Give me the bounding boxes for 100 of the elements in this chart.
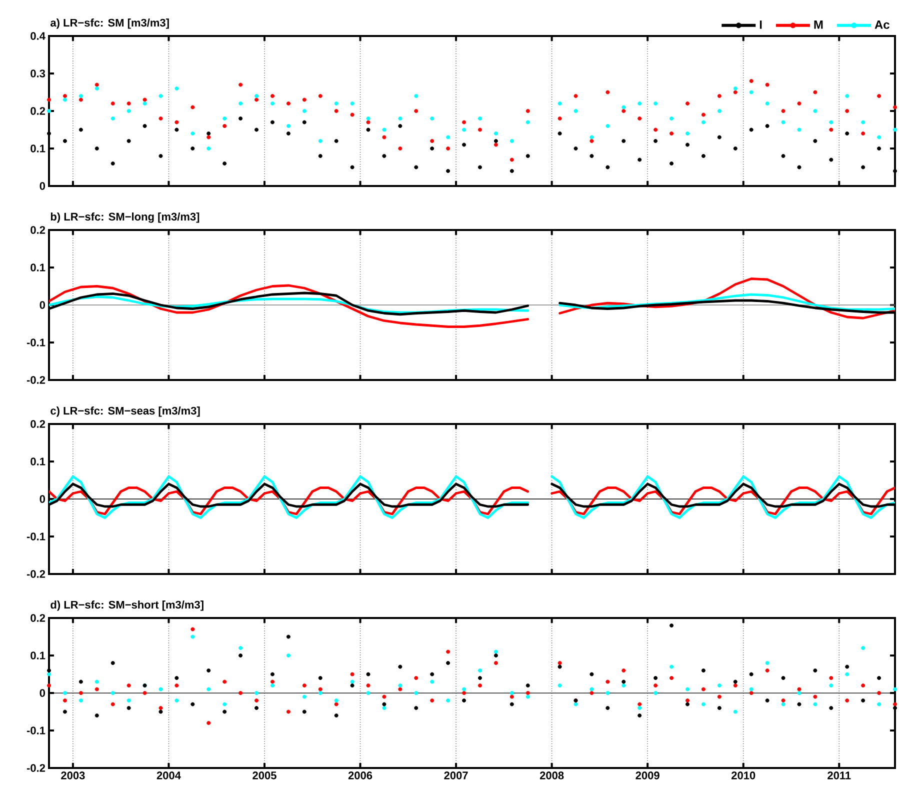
point bbox=[670, 131, 674, 136]
point bbox=[717, 94, 722, 98]
point bbox=[622, 138, 626, 143]
point bbox=[813, 702, 818, 706]
point bbox=[334, 702, 338, 706]
point bbox=[845, 94, 850, 98]
point bbox=[765, 124, 770, 128]
point bbox=[238, 101, 243, 106]
point bbox=[206, 131, 211, 136]
point bbox=[574, 94, 578, 98]
point bbox=[62, 691, 67, 695]
point bbox=[701, 120, 706, 124]
point bbox=[286, 101, 290, 106]
point bbox=[654, 101, 658, 106]
x-tick-label: 2003 bbox=[61, 772, 85, 780]
point bbox=[797, 702, 802, 706]
point bbox=[174, 120, 179, 124]
y-tick-label: -0.1 bbox=[26, 338, 46, 346]
point bbox=[206, 135, 211, 140]
point bbox=[845, 698, 850, 702]
point bbox=[366, 128, 370, 132]
point bbox=[813, 90, 818, 94]
point bbox=[350, 112, 354, 117]
point bbox=[78, 698, 83, 702]
point bbox=[446, 698, 450, 702]
point bbox=[877, 702, 882, 706]
point bbox=[382, 706, 386, 710]
point bbox=[302, 120, 306, 124]
point bbox=[765, 668, 770, 672]
y-tick-label: 0.1 bbox=[30, 652, 46, 660]
point bbox=[781, 120, 786, 124]
point bbox=[174, 698, 179, 702]
point bbox=[829, 158, 834, 162]
point bbox=[318, 94, 322, 98]
point bbox=[270, 120, 274, 124]
point bbox=[558, 116, 562, 120]
point bbox=[478, 128, 482, 132]
point bbox=[526, 108, 530, 113]
point bbox=[414, 165, 418, 170]
point bbox=[670, 161, 674, 166]
point bbox=[302, 684, 306, 688]
legend-label: M bbox=[814, 20, 823, 29]
point bbox=[590, 672, 594, 676]
point bbox=[254, 98, 259, 102]
point bbox=[717, 135, 722, 140]
point bbox=[829, 120, 834, 124]
point bbox=[797, 687, 802, 692]
y-tick-label: 0.2 bbox=[30, 614, 46, 622]
point bbox=[446, 168, 450, 173]
point bbox=[158, 116, 163, 120]
y-tick-label: 0 bbox=[40, 495, 46, 503]
point bbox=[206, 721, 211, 725]
point bbox=[222, 161, 227, 166]
point bbox=[558, 101, 562, 106]
point bbox=[110, 702, 115, 706]
point bbox=[462, 120, 466, 124]
point bbox=[877, 676, 882, 680]
point bbox=[414, 94, 418, 98]
point bbox=[494, 650, 498, 654]
point bbox=[286, 124, 290, 128]
point bbox=[558, 684, 562, 688]
point bbox=[158, 94, 163, 98]
point bbox=[574, 702, 578, 706]
point bbox=[158, 687, 163, 692]
x-tick-label: 2008 bbox=[540, 772, 564, 780]
point bbox=[701, 154, 706, 158]
point bbox=[670, 676, 674, 680]
point bbox=[222, 116, 227, 120]
point bbox=[654, 138, 658, 143]
point bbox=[654, 684, 658, 688]
point bbox=[398, 687, 402, 692]
point bbox=[382, 154, 386, 158]
point bbox=[318, 138, 322, 143]
point bbox=[126, 138, 131, 143]
point bbox=[654, 676, 658, 680]
point bbox=[94, 86, 99, 90]
point bbox=[558, 131, 562, 136]
point bbox=[110, 101, 115, 106]
point bbox=[781, 676, 786, 680]
point bbox=[254, 698, 259, 702]
point bbox=[222, 702, 227, 706]
y-tick-label: 0 bbox=[40, 182, 46, 190]
point bbox=[286, 634, 290, 639]
point bbox=[222, 680, 227, 684]
point bbox=[510, 694, 514, 699]
point bbox=[510, 702, 514, 706]
point bbox=[462, 698, 466, 702]
y-tick-label: -0.2 bbox=[26, 570, 46, 578]
point bbox=[62, 138, 67, 143]
point bbox=[446, 146, 450, 150]
point bbox=[430, 680, 434, 684]
y-tick-label: 0.4 bbox=[30, 32, 46, 40]
point bbox=[142, 98, 147, 102]
point bbox=[638, 706, 642, 710]
y-tick-label: 0.2 bbox=[30, 107, 46, 115]
y-tick-label: 0.1 bbox=[30, 264, 46, 272]
point bbox=[685, 702, 690, 706]
point bbox=[526, 691, 530, 695]
point bbox=[126, 706, 131, 710]
point bbox=[590, 138, 594, 143]
